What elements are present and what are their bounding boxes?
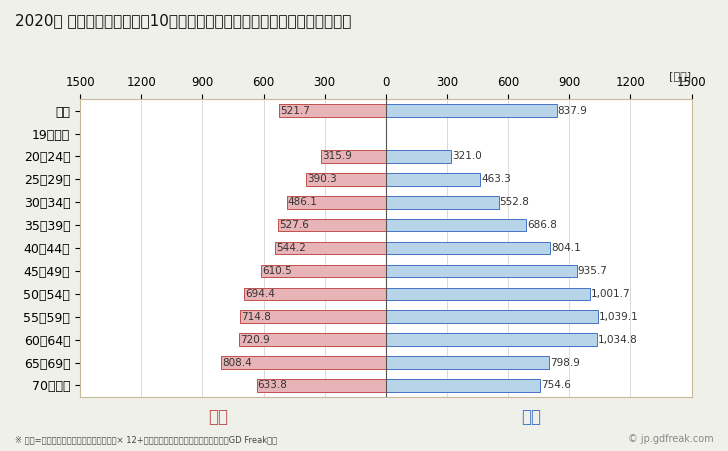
Text: 463.3: 463.3	[481, 175, 511, 184]
Bar	[240, 310, 386, 323]
Text: ※ 年収=「きまって支給する現金給与額」× 12+「年間賞与その他特別給与額」としてGD Freak推計: ※ 年収=「きまって支給する現金給与額」× 12+「年間賞与その他特別給与額」と…	[15, 435, 277, 444]
Text: 754.6: 754.6	[541, 381, 571, 391]
Bar	[322, 150, 386, 163]
Text: 527.6: 527.6	[280, 220, 309, 230]
Text: 1,034.8: 1,034.8	[598, 335, 638, 345]
Text: 694.4: 694.4	[245, 289, 275, 299]
Text: 714.8: 714.8	[241, 312, 271, 322]
Text: © jp.gdfreak.com: © jp.gdfreak.com	[628, 434, 713, 444]
Bar	[386, 356, 549, 369]
Text: 女性: 女性	[208, 408, 229, 426]
Bar	[280, 104, 386, 117]
Bar	[386, 173, 480, 186]
Text: 390.3: 390.3	[307, 175, 337, 184]
Text: 808.4: 808.4	[222, 358, 252, 368]
Text: 544.2: 544.2	[276, 243, 306, 253]
Text: 837.9: 837.9	[558, 106, 587, 115]
Text: 686.8: 686.8	[527, 220, 557, 230]
Bar	[245, 288, 386, 300]
Bar	[278, 219, 386, 231]
Text: 486.1: 486.1	[288, 197, 317, 207]
Bar	[386, 288, 590, 300]
Text: 321.0: 321.0	[452, 152, 482, 161]
Bar	[386, 242, 550, 254]
Bar	[386, 333, 597, 346]
Bar	[287, 196, 386, 208]
Bar	[257, 379, 386, 392]
Text: 315.9: 315.9	[323, 152, 352, 161]
Bar	[275, 242, 386, 254]
Bar	[386, 150, 451, 163]
Bar	[386, 104, 557, 117]
Text: 552.8: 552.8	[499, 197, 529, 207]
Bar	[221, 356, 386, 369]
Text: 610.5: 610.5	[262, 266, 292, 276]
Text: 935.7: 935.7	[577, 266, 607, 276]
Bar	[386, 265, 577, 277]
Bar	[386, 219, 526, 231]
Bar	[306, 173, 386, 186]
Text: 720.9: 720.9	[240, 335, 269, 345]
Text: 2020年 民間企業（従業者数10人以上）フルタイム労働者の男女別平均年収: 2020年 民間企業（従業者数10人以上）フルタイム労働者の男女別平均年収	[15, 14, 351, 28]
Bar	[386, 196, 499, 208]
Text: 521.7: 521.7	[280, 106, 310, 115]
Text: 1,039.1: 1,039.1	[598, 312, 638, 322]
Bar	[239, 333, 386, 346]
Text: 1,001.7: 1,001.7	[591, 289, 630, 299]
Text: 633.8: 633.8	[258, 381, 288, 391]
Text: [万円]: [万円]	[670, 71, 692, 81]
Bar	[386, 310, 598, 323]
Text: 804.1: 804.1	[551, 243, 580, 253]
Bar	[386, 379, 539, 392]
Text: 798.9: 798.9	[550, 358, 579, 368]
Bar	[261, 265, 386, 277]
Text: 男性: 男性	[521, 408, 542, 426]
